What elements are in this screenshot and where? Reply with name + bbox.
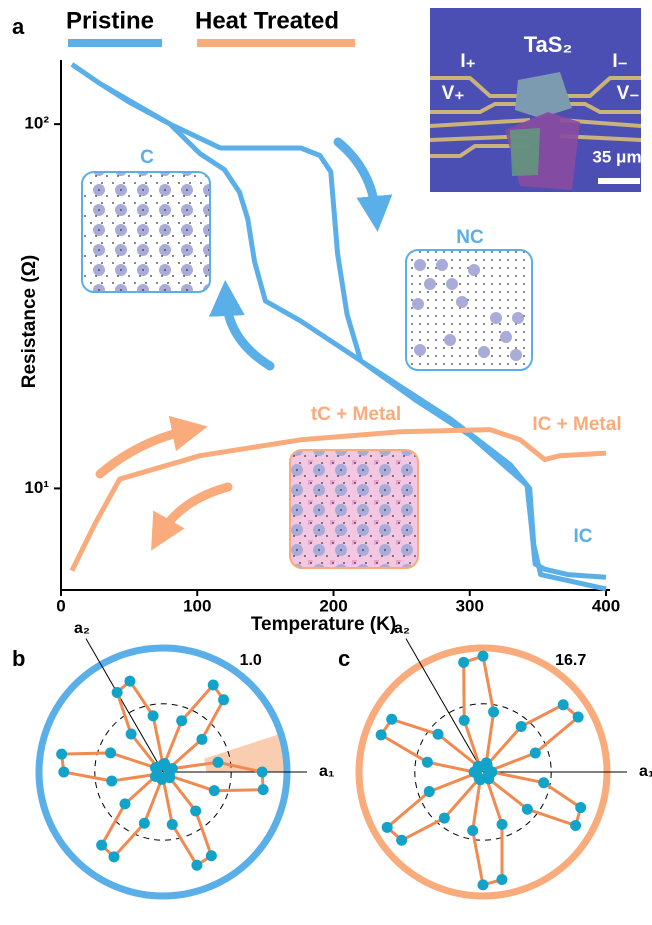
inset-label: I₋ (612, 51, 627, 72)
data-point (573, 712, 584, 723)
x-tick-label: 300 (456, 596, 484, 615)
y-axis-label: Resistance (Ω) (19, 255, 40, 389)
data-point (496, 874, 507, 885)
data-point (478, 879, 489, 890)
y-tick-label: 10² (24, 114, 49, 133)
data-point (167, 819, 178, 830)
data-point (382, 822, 393, 833)
arrow (160, 487, 228, 535)
data-point (424, 786, 435, 797)
data-point (483, 773, 494, 784)
inset-label: I₊ (460, 51, 475, 72)
inset-label: V₊ (442, 83, 465, 104)
data-point (206, 850, 217, 861)
r-tick-label: 16.7 (555, 652, 586, 669)
r-tick-label: 1.0 (240, 652, 262, 669)
axis-label: a₂ (74, 620, 90, 637)
data-point (126, 729, 137, 740)
panel-label: c (338, 646, 350, 671)
data-point (422, 757, 433, 768)
lattice-inset (290, 450, 418, 568)
inset-label: 35 μm (592, 147, 641, 166)
lattice-inset (82, 172, 210, 292)
data-point (56, 749, 67, 760)
data-point (139, 818, 150, 829)
data-point (516, 721, 527, 732)
data-point (467, 825, 478, 836)
axis-label: a₂ (394, 620, 410, 637)
data-point (212, 757, 223, 768)
data-point (522, 804, 533, 815)
arrow (100, 430, 190, 474)
data-point (124, 676, 135, 687)
data-point (497, 819, 508, 830)
x-tick-label: 100 (183, 596, 211, 615)
figure: a 0 100 200 300 400 10¹ 10² Temperature (K) Resis… (0, 0, 652, 925)
annotation: IC + Metal (532, 414, 621, 435)
x-tick-label: 200 (319, 596, 347, 615)
axis-label: a₁ (319, 763, 335, 780)
data-point (112, 687, 123, 698)
data-point (209, 785, 220, 796)
data-point (164, 770, 175, 781)
data-point (120, 798, 131, 809)
data-point (530, 747, 541, 758)
data-point (458, 657, 469, 668)
data-point (218, 694, 229, 705)
data-point (196, 734, 207, 745)
data-point (376, 729, 387, 740)
data-point (208, 680, 219, 691)
annotation: tC + Metal (311, 404, 401, 425)
data-point (58, 767, 69, 778)
inset-label: V₋ (617, 83, 640, 104)
data-point (257, 767, 268, 778)
data-point (538, 777, 549, 788)
data-point (570, 820, 581, 831)
data-point (191, 860, 202, 871)
data-point (258, 784, 269, 795)
x-axis-label: Temperature (K) (251, 614, 396, 635)
data-point (190, 805, 201, 816)
data-point (575, 802, 586, 813)
legend-label: Heat Treated (195, 7, 339, 34)
data-point (176, 715, 187, 726)
data-point (386, 714, 397, 725)
annotation: IC (574, 526, 593, 547)
data-point (106, 776, 117, 787)
annotation: C (140, 147, 154, 168)
data-point (558, 699, 569, 710)
data-point (96, 840, 107, 851)
panel-label: a (12, 14, 25, 39)
data-point (148, 710, 159, 721)
data-point (109, 851, 120, 862)
x-tick-label: 0 (56, 596, 65, 615)
data-point (433, 729, 444, 740)
data-point (439, 813, 450, 824)
annotation: NC (456, 227, 484, 248)
y-tick-label: 10¹ (24, 478, 49, 497)
panel-label: b (12, 646, 25, 671)
inset-label: TaS₂ (524, 32, 573, 57)
data-point (459, 715, 470, 726)
legend-label: Pristine (66, 7, 154, 34)
data-point (105, 747, 116, 758)
data-point (488, 707, 499, 718)
axis-label: a₁ (639, 763, 652, 780)
arrow (226, 298, 270, 366)
data-point (478, 651, 489, 662)
x-tick-label: 400 (592, 596, 620, 615)
data-point (396, 835, 407, 846)
arrow (338, 142, 376, 214)
